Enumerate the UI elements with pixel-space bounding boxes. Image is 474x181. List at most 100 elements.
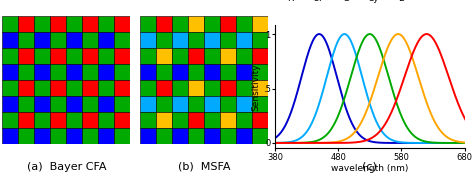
Bar (66, 32, 82, 48)
Bar (18, 112, 35, 128)
Bar (34, 96, 50, 112)
Bar (172, 112, 188, 128)
Bar (2, 48, 18, 64)
Bar (50, 64, 66, 80)
Bar (82, 64, 99, 80)
Bar (114, 16, 130, 32)
Bar (188, 128, 204, 144)
Bar (252, 80, 268, 96)
Bar (172, 32, 188, 48)
Bar (50, 48, 66, 64)
Bar (204, 16, 220, 32)
Bar (18, 32, 35, 48)
Bar (82, 112, 99, 128)
Bar (172, 96, 188, 112)
Bar (2, 96, 18, 112)
Bar (172, 64, 188, 80)
Bar (156, 64, 172, 80)
Text: (a)  Bayer CFA: (a) Bayer CFA (27, 161, 106, 172)
Bar (50, 112, 66, 128)
Bar (140, 48, 156, 64)
Bar (50, 32, 66, 48)
Bar (252, 48, 268, 64)
Bar (156, 80, 172, 96)
Bar (2, 16, 18, 32)
Bar (172, 16, 188, 32)
Bar (236, 48, 252, 64)
Bar (220, 112, 236, 128)
Bar (82, 96, 99, 112)
Bar (2, 128, 18, 144)
Bar (82, 32, 99, 48)
Bar (156, 32, 172, 48)
Bar (156, 48, 172, 64)
Legend: R, Or, G, Cy, B: R, Or, G, Cy, B (270, 0, 408, 7)
Bar (140, 112, 156, 128)
Bar (252, 32, 268, 48)
Bar (204, 32, 220, 48)
Bar (220, 80, 236, 96)
Bar (50, 16, 66, 32)
Bar (34, 16, 50, 32)
Bar (34, 48, 50, 64)
Bar (99, 96, 114, 112)
Y-axis label: Sensitivity: Sensitivity (251, 63, 260, 111)
Bar (66, 96, 82, 112)
Bar (50, 96, 66, 112)
Bar (34, 112, 50, 128)
Bar (236, 32, 252, 48)
Bar (172, 48, 188, 64)
Bar (2, 112, 18, 128)
Bar (204, 128, 220, 144)
Bar (188, 48, 204, 64)
Bar (172, 128, 188, 144)
Bar (18, 96, 35, 112)
Bar (114, 64, 130, 80)
Bar (50, 128, 66, 144)
Bar (172, 80, 188, 96)
Bar (140, 32, 156, 48)
Bar (99, 80, 114, 96)
Bar (188, 112, 204, 128)
Bar (252, 128, 268, 144)
Bar (114, 112, 130, 128)
Bar (99, 112, 114, 128)
Bar (156, 112, 172, 128)
X-axis label: wavelength (nm): wavelength (nm) (331, 164, 409, 173)
Bar (252, 96, 268, 112)
Bar (2, 32, 18, 48)
Bar (236, 128, 252, 144)
Bar (66, 48, 82, 64)
Bar (99, 48, 114, 64)
Bar (140, 128, 156, 144)
Bar (236, 16, 252, 32)
Bar (252, 16, 268, 32)
Bar (220, 16, 236, 32)
Bar (156, 128, 172, 144)
Bar (220, 32, 236, 48)
Bar (50, 80, 66, 96)
Bar (188, 80, 204, 96)
Bar (236, 64, 252, 80)
Bar (204, 112, 220, 128)
Bar (99, 64, 114, 80)
Text: (c): (c) (362, 161, 377, 172)
Bar (82, 16, 99, 32)
Bar (99, 32, 114, 48)
Bar (66, 64, 82, 80)
Bar (204, 64, 220, 80)
Bar (220, 96, 236, 112)
Text: (b)  MSFA: (b) MSFA (178, 161, 230, 172)
Bar (2, 64, 18, 80)
Bar (34, 128, 50, 144)
Bar (82, 128, 99, 144)
Bar (204, 80, 220, 96)
Bar (82, 80, 99, 96)
Bar (2, 80, 18, 96)
Bar (236, 80, 252, 96)
Bar (188, 16, 204, 32)
Bar (66, 128, 82, 144)
Bar (156, 16, 172, 32)
Bar (188, 32, 204, 48)
Bar (18, 48, 35, 64)
